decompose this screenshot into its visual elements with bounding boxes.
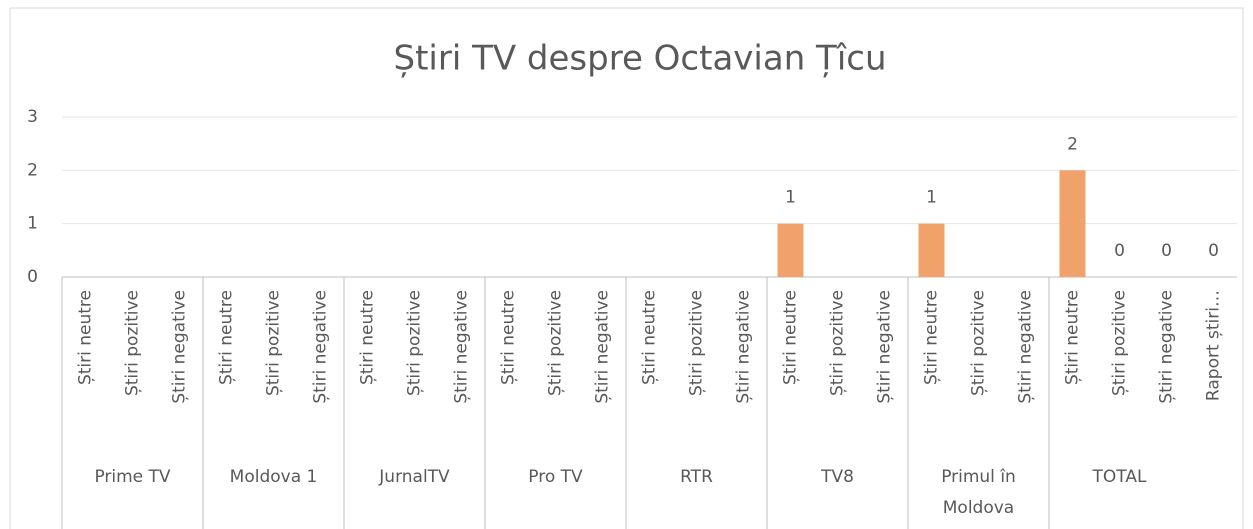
- bar: [1059, 170, 1086, 277]
- x-tick-label: Știri negative: [734, 290, 754, 404]
- x-tick-label: Știri negative: [593, 290, 613, 404]
- x-tick-label: Știri pozitive: [123, 290, 143, 396]
- group-label: TV8: [821, 467, 854, 487]
- bar: [777, 223, 804, 277]
- x-tick-label: Știri neutre: [781, 290, 801, 385]
- x-tick-label: Știri negative: [311, 290, 331, 404]
- x-tick-label: Știri pozitive: [546, 290, 566, 396]
- group-label: Prime TV: [94, 467, 171, 487]
- y-tick-label: 2: [27, 160, 38, 180]
- x-tick-label: Știri pozitive: [687, 290, 707, 396]
- x-tick-label: Știri pozitive: [405, 290, 425, 396]
- x-tick-label: Știri neutre: [76, 290, 96, 385]
- x-tick-label: Știri neutre: [499, 290, 519, 385]
- x-tick-label: Știri negative: [170, 290, 190, 404]
- x-tick-label: Știri pozitive: [969, 290, 989, 396]
- group-label: Pro TV: [528, 467, 583, 487]
- x-tick-label: Știri negative: [452, 290, 472, 404]
- data-label: 0: [1208, 241, 1219, 261]
- x-tick-label: Știri neutre: [217, 290, 237, 385]
- data-label: 0: [1161, 241, 1172, 261]
- group-label: Moldova 1: [229, 467, 318, 487]
- x-tick-label: Știri neutre: [922, 290, 942, 385]
- y-tick-label: 3: [27, 107, 38, 127]
- data-label: 1: [785, 188, 796, 208]
- group-label: TOTAL: [1092, 467, 1147, 487]
- data-label: 1: [926, 188, 937, 208]
- x-tick-label: Știri negative: [1157, 290, 1177, 404]
- y-tick-label: 0: [27, 267, 38, 287]
- data-label: 2: [1067, 134, 1078, 154]
- x-tick-label: Știri negative: [1016, 290, 1036, 404]
- chart-title: Știri TV despre Octavian Țîcu: [393, 39, 886, 79]
- x-tick-label: Știri neutre: [1063, 290, 1083, 385]
- x-tick-label: Raport știri…: [1204, 290, 1224, 401]
- x-tick-label: Știri neutre: [358, 290, 378, 385]
- group-label: JurnalTV: [379, 467, 450, 487]
- group-label: Primul în Moldova: [941, 467, 1016, 518]
- x-tick-label: Știri neutre: [640, 290, 660, 385]
- x-tick-label: Știri pozitive: [264, 290, 284, 396]
- x-tick-label: Știri pozitive: [828, 290, 848, 396]
- group-label: RTR: [680, 467, 713, 487]
- bar: [918, 223, 945, 277]
- x-tick-label: Știri pozitive: [1110, 290, 1130, 396]
- x-tick-label: Știri negative: [875, 290, 895, 404]
- data-label: 0: [1114, 241, 1125, 261]
- y-tick-label: 1: [27, 214, 38, 234]
